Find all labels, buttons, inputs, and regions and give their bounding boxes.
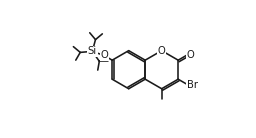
Text: O: O — [158, 46, 166, 56]
Text: Si: Si — [88, 46, 97, 56]
Text: O: O — [186, 50, 194, 60]
Text: Br: Br — [187, 80, 198, 90]
Text: O: O — [100, 51, 108, 60]
